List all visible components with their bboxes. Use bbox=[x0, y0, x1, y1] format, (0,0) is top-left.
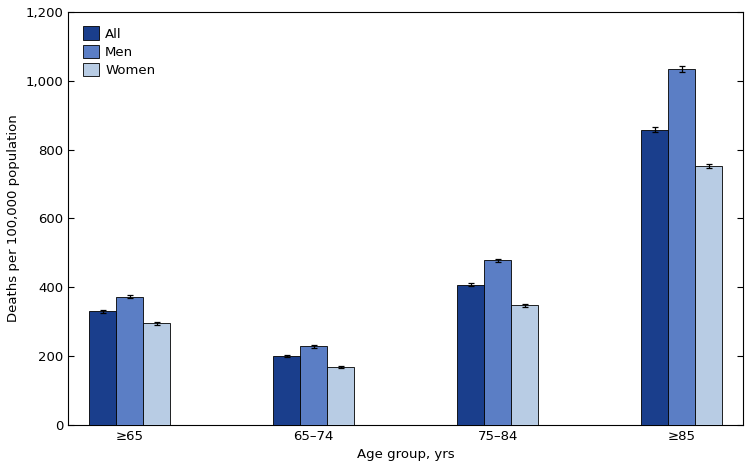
Bar bbox=[695, 166, 722, 424]
Bar bbox=[273, 356, 300, 424]
Bar bbox=[327, 367, 354, 424]
Y-axis label: Deaths per 100,000 population: Deaths per 100,000 population bbox=[7, 114, 20, 322]
Bar bbox=[668, 69, 695, 424]
X-axis label: Age group, yrs: Age group, yrs bbox=[357, 448, 454, 461]
Bar bbox=[458, 285, 484, 424]
Legend: All, Men, Women: All, Men, Women bbox=[75, 19, 164, 85]
Bar bbox=[641, 130, 668, 424]
Bar bbox=[512, 305, 538, 424]
Bar bbox=[89, 311, 116, 424]
Bar bbox=[143, 323, 170, 424]
Bar bbox=[484, 260, 512, 424]
Bar bbox=[300, 346, 327, 424]
Bar bbox=[116, 297, 143, 424]
